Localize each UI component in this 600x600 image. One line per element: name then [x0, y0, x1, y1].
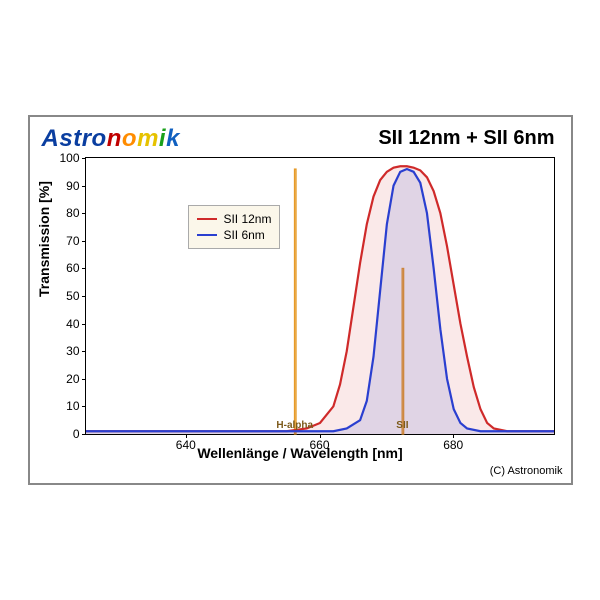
legend-swatch	[197, 218, 217, 220]
legend-label: SII 6nm	[223, 228, 264, 242]
series-fill	[86, 169, 554, 434]
series-line	[86, 166, 554, 431]
y-tick-label: 70	[66, 234, 79, 248]
y-tick-mark	[82, 158, 86, 159]
brand-letter: o	[122, 125, 137, 153]
series-line	[86, 169, 554, 431]
legend-swatch	[197, 234, 217, 236]
y-tick-label: 60	[66, 261, 79, 275]
legend-item: SII 12nm	[197, 212, 271, 226]
chart-title: SII 12nm + SII 6nm	[378, 127, 554, 150]
y-tick-label: 40	[66, 317, 79, 331]
brand-letter: t	[73, 125, 82, 153]
y-tick-mark	[82, 324, 86, 325]
y-tick-mark	[82, 351, 86, 352]
y-tick-mark	[82, 268, 86, 269]
brand-letter: s	[59, 125, 73, 153]
series-fill	[86, 166, 554, 434]
y-tick-mark	[82, 296, 86, 297]
brand-letter: r	[82, 125, 92, 153]
page-root: Astronomik SII 12nm + SII 6nm Transmissi…	[0, 0, 600, 600]
y-tick-mark	[82, 186, 86, 187]
x-tick-mark	[453, 434, 454, 438]
brand-letter: o	[92, 125, 107, 153]
y-tick-label: 50	[66, 289, 79, 303]
y-tick-label: 90	[66, 179, 79, 193]
legend-box: SII 12nm SII 6nm	[188, 205, 280, 249]
legend-label: SII 12nm	[223, 212, 271, 226]
chart-svg	[86, 158, 554, 434]
brand-letter: n	[107, 125, 122, 153]
legend-item: SII 6nm	[197, 228, 271, 242]
brand-letter: k	[166, 125, 180, 153]
x-axis-label: Wellenlänge / Wavelength [nm]	[30, 445, 571, 461]
y-tick-mark	[82, 379, 86, 380]
y-axis-label: Transmission [%]	[36, 181, 52, 297]
y-tick-label: 20	[66, 372, 79, 386]
y-tick-mark	[82, 241, 86, 242]
plot-area: SII 12nmSII 6nm 010203040506070809010064…	[85, 157, 555, 435]
brand-letter: A	[42, 125, 60, 153]
y-tick-mark	[82, 213, 86, 214]
chart-frame: Astronomik SII 12nm + SII 6nm Transmissi…	[28, 115, 573, 485]
emission-line-label: SII	[396, 420, 408, 431]
brand-letter: i	[159, 125, 166, 153]
y-tick-label: 100	[59, 151, 79, 165]
emission-line	[294, 169, 296, 434]
emission-line-label: H-alpha	[276, 420, 313, 431]
brand-letter: m	[137, 125, 159, 153]
x-tick-mark	[186, 434, 187, 438]
brand-logo: Astronomik	[42, 125, 180, 153]
y-tick-label: 80	[66, 206, 79, 220]
y-tick-mark	[82, 434, 86, 435]
x-tick-mark	[320, 434, 321, 438]
y-tick-label: 10	[66, 399, 79, 413]
y-tick-mark	[82, 406, 86, 407]
y-tick-label: 0	[73, 427, 80, 441]
copyright-text: (C) Astronomik	[490, 465, 563, 477]
y-tick-label: 30	[66, 344, 79, 358]
